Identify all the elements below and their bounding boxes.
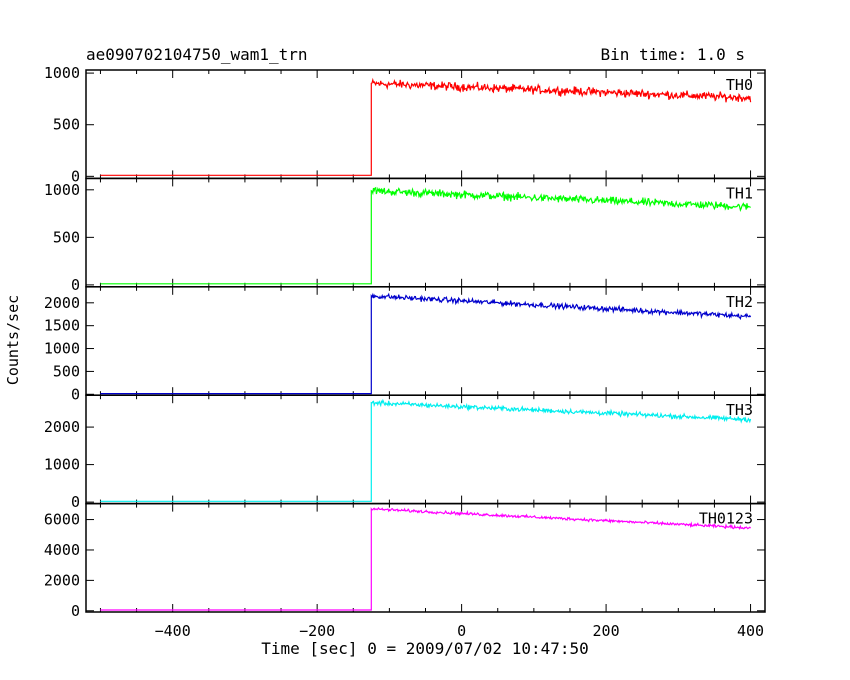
y-tick-label: 500 [53,362,80,380]
panel-label: TH3 [726,401,753,419]
y-tick-label: 1000 [44,64,80,82]
x-tick-label: −400 [155,622,191,640]
panel-frame [85,394,766,505]
x-tick-label: 0 [457,622,466,640]
panel-frame [85,286,766,396]
y-tick-label: 0 [71,493,80,511]
series-line-th2 [100,292,752,395]
y-tick-label: 6000 [44,511,80,529]
x-axis-label: Time [sec] 0 = 2009/07/02 10:47:50 [261,639,589,658]
y-tick-label: 0 [71,276,80,294]
panel-label: TH0123 [699,510,753,528]
y-tick-label: 2000 [44,571,80,589]
y-tick-label: 0 [71,167,80,185]
y-tick-label: 0 [71,602,80,620]
x-tick-label: −200 [299,622,335,640]
y-tick-label: 1000 [44,340,80,358]
y-tick-label: 1500 [44,317,80,335]
y-tick-label: 2000 [44,418,80,436]
y-tick-label: 1000 [44,181,80,199]
panel-th1: 0 500 1000 TH1 [44,177,766,294]
panel-frame [85,502,766,613]
panel-th0123: 0 2000 4000 6000 TH0123 [44,502,766,620]
bin-time-label: Bin time: 1.0 s [601,45,746,64]
panel-label: TH0 [726,76,753,94]
series-line-th3 [100,398,752,502]
chart-title: ae090702104750_wam1_trn [86,45,308,64]
panel-th2: 0 500 1000 1500 2000 TH2 [44,286,766,403]
y-axis-label: Counts/sec [4,295,22,385]
panel-frame [85,177,766,288]
panel-label: TH1 [726,184,753,202]
x-tick-label: 400 [737,622,764,640]
y-tick-label: 0 [71,385,80,403]
series-line-th0 [100,77,752,176]
panel-label: TH2 [726,293,753,311]
x-tick-label: 200 [593,622,620,640]
panel-th0: 0 500 1000 TH0 [44,64,766,185]
series-line-th1 [100,186,751,285]
y-tick-label: 500 [53,116,80,134]
y-tick-label: 4000 [44,541,80,559]
y-tick-label: 1000 [44,456,80,474]
y-tick-label: 2000 [44,294,80,312]
panel-frame [85,69,766,180]
panel-th3: 0 1000 2000 TH3 [44,394,766,511]
series-line-th0123 [100,507,752,611]
y-tick-label: 500 [53,228,80,246]
